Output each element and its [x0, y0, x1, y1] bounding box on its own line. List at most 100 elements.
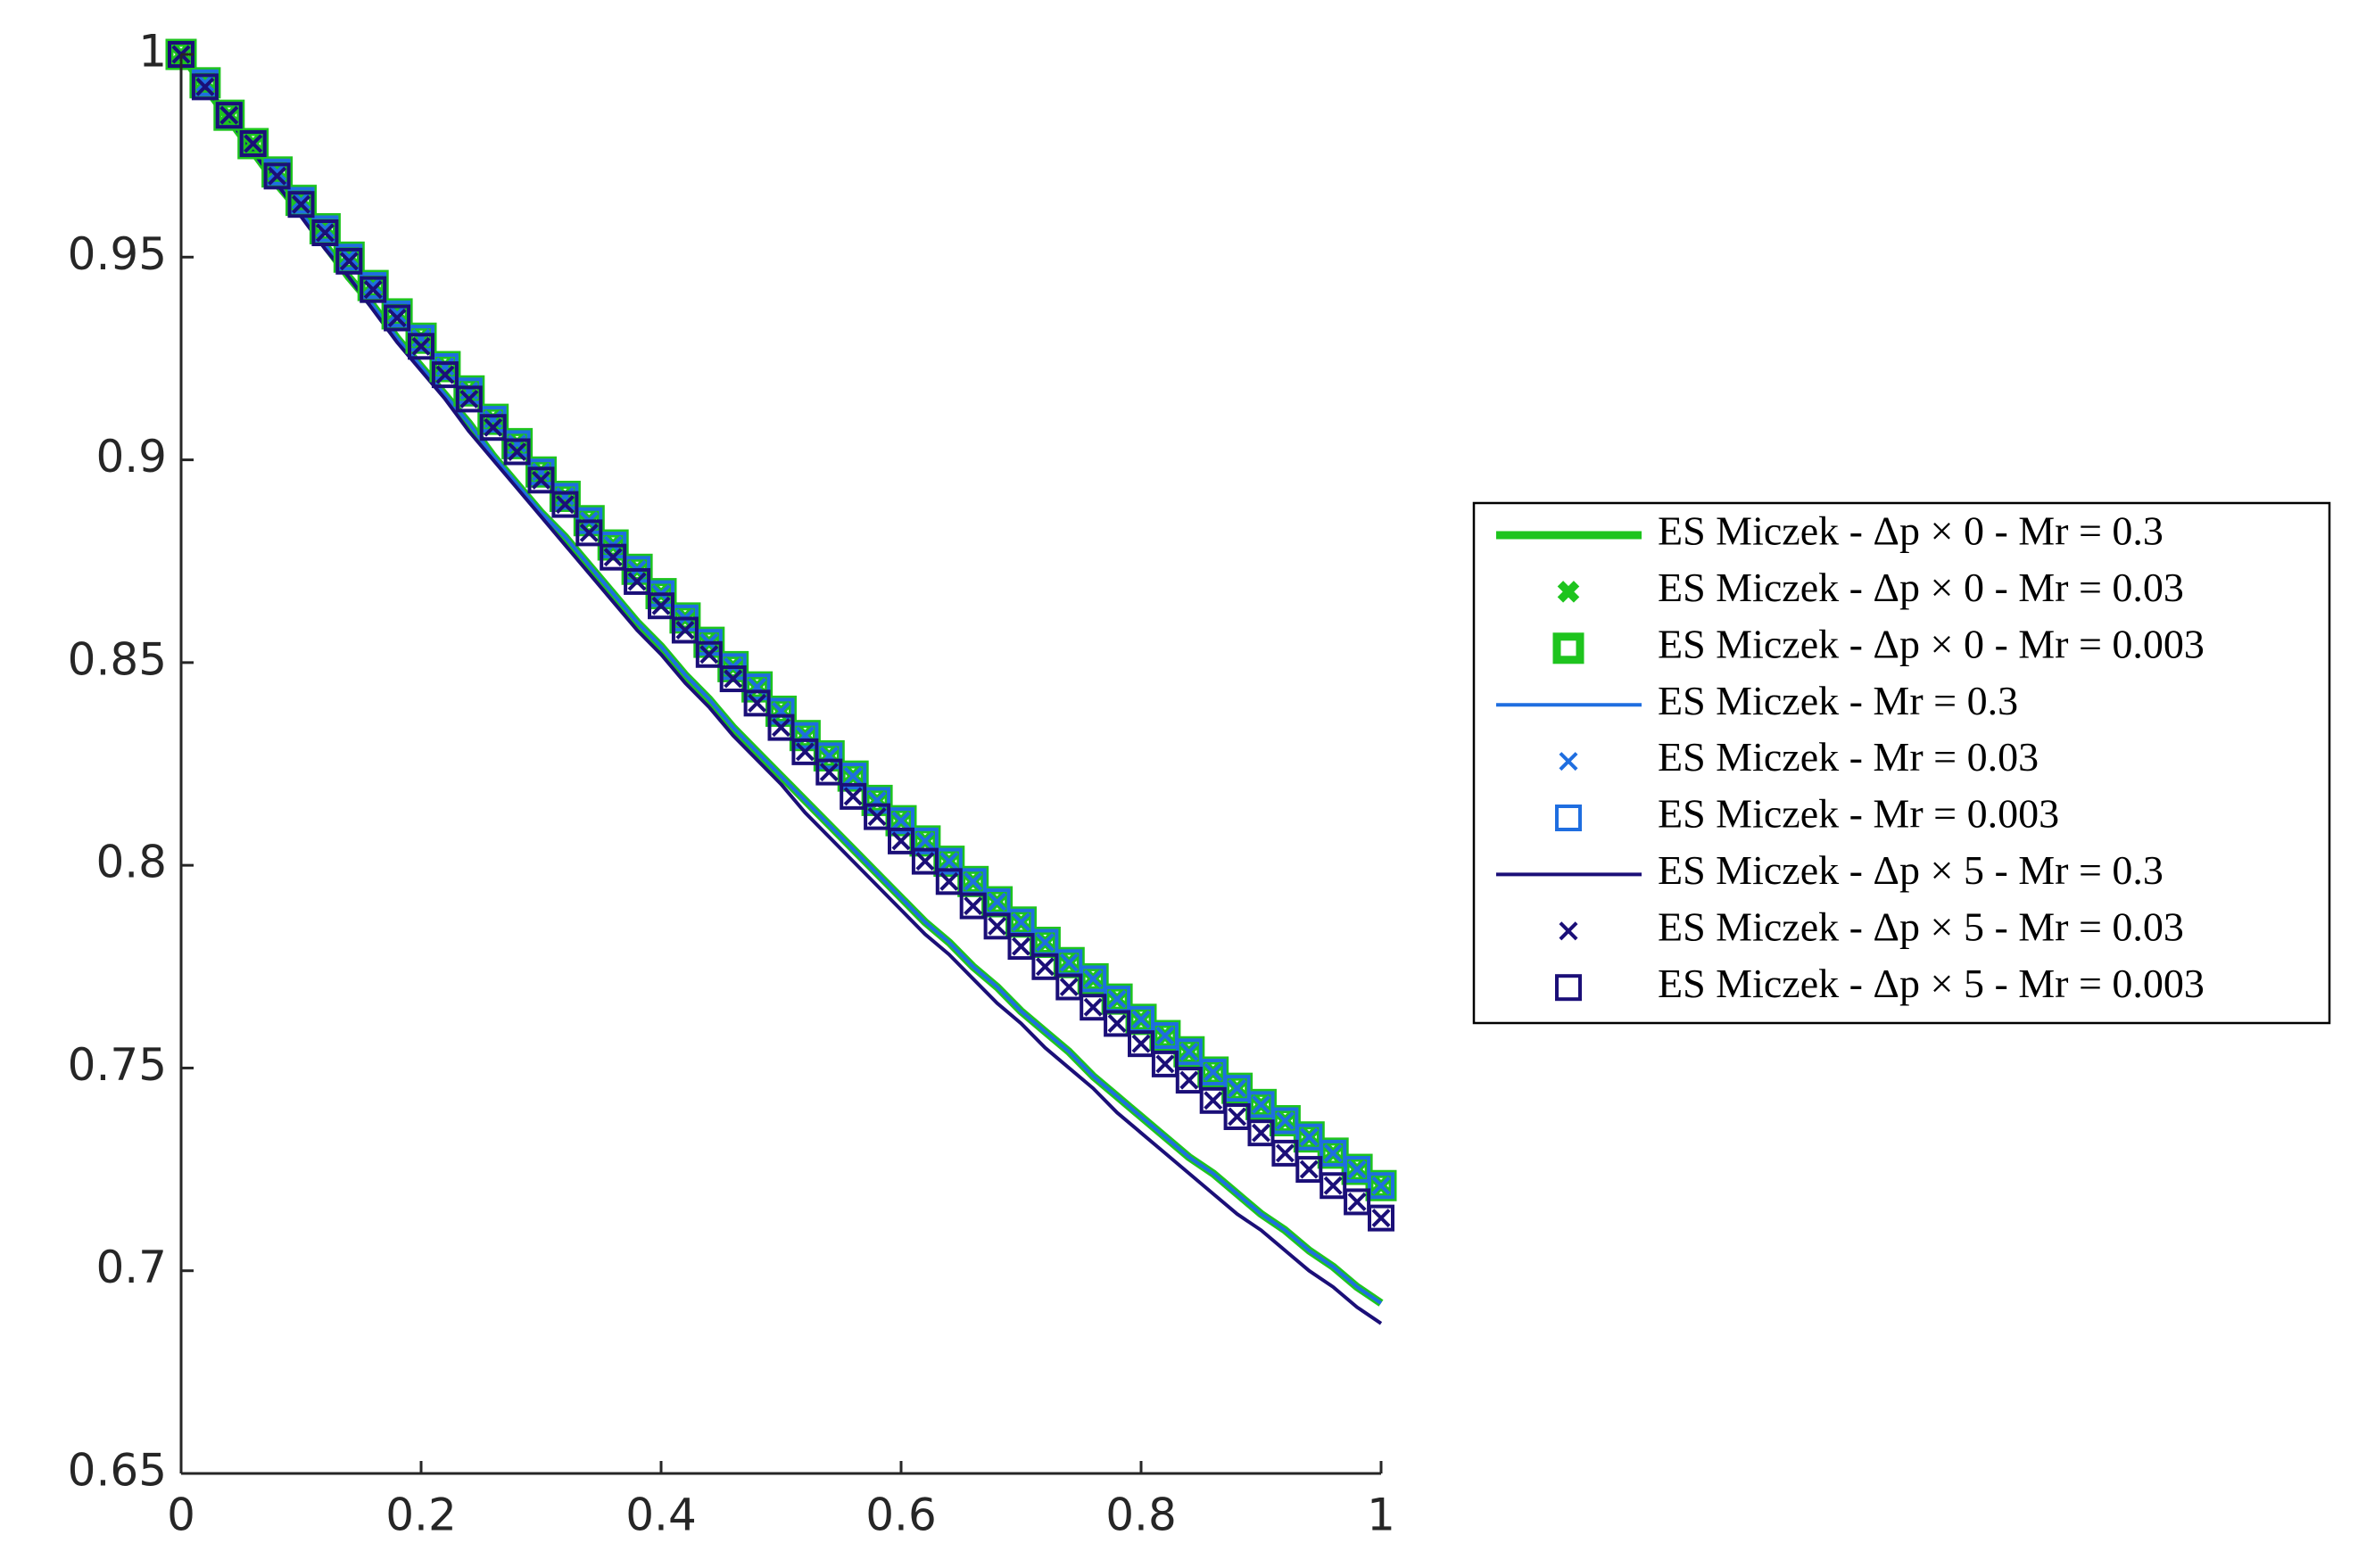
square-marker	[408, 333, 434, 360]
square-marker	[719, 665, 747, 693]
legend-label: ES Miczek - Δp × 5 - Mr = 0.003	[1658, 961, 2205, 1006]
x-marker	[1059, 977, 1079, 997]
legend-label: ES Miczek - Δp × 5 - Mr = 0.3	[1658, 847, 2164, 893]
square-marker	[1344, 1188, 1371, 1216]
square-marker	[1555, 805, 1582, 831]
square-marker	[648, 592, 674, 620]
x-marker	[1347, 1159, 1367, 1179]
x-marker	[939, 852, 959, 871]
x-marker	[795, 742, 815, 762]
x-marker	[315, 223, 335, 243]
x-marker	[1559, 752, 1578, 772]
square-marker	[959, 892, 987, 920]
square-marker	[479, 414, 507, 442]
x-marker	[939, 871, 959, 891]
x-marker	[1323, 1143, 1343, 1163]
x-marker	[675, 620, 695, 640]
x-marker	[1011, 937, 1031, 956]
square-marker	[624, 567, 651, 595]
square-marker	[743, 689, 771, 717]
x-marker	[1275, 1143, 1295, 1163]
legend-label: ES Miczek - Mr = 0.03	[1658, 734, 2039, 780]
x-marker	[195, 77, 215, 96]
y-tick-label: 0.95	[68, 228, 167, 280]
x-marker	[531, 462, 551, 482]
x-marker	[411, 336, 431, 356]
x-marker	[964, 896, 983, 916]
x-marker	[1011, 912, 1031, 932]
x-marker	[1107, 989, 1127, 1009]
y-tick-label: 0.7	[95, 1242, 167, 1293]
x-marker	[244, 134, 263, 153]
x-marker	[435, 357, 455, 376]
y-tick-label: 0.75	[68, 1039, 167, 1091]
square-marker	[911, 847, 939, 875]
square-marker	[311, 219, 339, 247]
square-marker	[1368, 1204, 1394, 1232]
square-marker	[1247, 1119, 1275, 1147]
x-marker	[1179, 1042, 1199, 1061]
x-marker	[771, 718, 791, 738]
x-marker	[555, 486, 575, 506]
square-marker	[815, 758, 843, 786]
x-marker	[1155, 1054, 1175, 1074]
x-marker	[1204, 1091, 1223, 1110]
square-marker	[575, 519, 603, 547]
legend-entry: ES Miczek - Δp × 5 - Mr = 0.3	[1496, 847, 2164, 893]
x-marker	[195, 73, 215, 93]
square-marker	[1223, 1102, 1251, 1130]
x-marker	[459, 381, 479, 400]
x-marker	[1204, 1062, 1223, 1082]
x-tick-label: 0.4	[625, 1490, 697, 1541]
legend-entry: ES Miczek - Δp × 0 - Mr = 0.03	[1557, 565, 2184, 610]
marker-series	[168, 41, 1394, 1232]
square-marker	[1552, 632, 1584, 664]
square-marker	[431, 361, 459, 389]
x-marker	[291, 191, 311, 210]
x-marker	[435, 365, 455, 384]
x-marker	[363, 276, 383, 295]
legend-label: ES Miczek - Δp × 0 - Mr = 0.003	[1658, 621, 2205, 666]
square-marker	[1320, 1139, 1347, 1167]
square-marker	[840, 782, 867, 810]
square-marker	[503, 438, 531, 466]
x-marker	[627, 572, 647, 591]
y-tick-label: 1	[138, 26, 167, 78]
square-marker	[671, 616, 699, 644]
x-marker	[219, 105, 239, 125]
square-marker	[791, 738, 819, 765]
x-marker	[1083, 997, 1103, 1017]
x-marker	[1323, 1176, 1343, 1195]
square-marker	[767, 714, 795, 741]
x-marker	[699, 645, 719, 664]
legend-entry: ES Miczek - Δp × 5 - Mr = 0.003	[1555, 961, 2205, 1006]
x-marker	[748, 693, 767, 713]
square-marker	[1128, 1030, 1154, 1058]
legend: ES Miczek - Δp × 0 - Mr = 0.3 ES Miczek -…	[1472, 501, 2331, 1025]
square-marker	[191, 73, 219, 101]
legend-box	[1472, 501, 2331, 1025]
square-marker	[335, 247, 363, 275]
legend-entry: ES Miczek - Mr = 0.3	[1496, 678, 2018, 723]
x-marker	[579, 523, 599, 542]
x-tick-label: 0.6	[865, 1490, 937, 1541]
x-marker	[724, 669, 743, 689]
legend-entry: ES Miczek - Δp × 0 - Mr = 0.003	[1552, 621, 2205, 666]
square-marker	[384, 304, 411, 332]
legend-label: ES Miczek - Mr = 0.003	[1658, 791, 2059, 837]
x-marker	[1155, 1026, 1175, 1045]
x-marker	[339, 247, 359, 267]
legend-entry: ES Miczek - Mr = 0.003	[1555, 791, 2059, 837]
x-marker	[1131, 1010, 1151, 1029]
x-marker	[268, 166, 287, 186]
square-marker	[1271, 1139, 1299, 1167]
x-marker	[363, 280, 383, 300]
square-marker	[1555, 974, 1582, 1002]
x-marker	[411, 328, 431, 348]
x-marker	[1035, 932, 1055, 953]
x-marker	[819, 763, 839, 782]
x-marker	[1059, 953, 1079, 972]
x-marker	[531, 470, 551, 490]
x-tick-label: 1	[1367, 1490, 1395, 1541]
x-tick-label: 0	[167, 1490, 195, 1541]
